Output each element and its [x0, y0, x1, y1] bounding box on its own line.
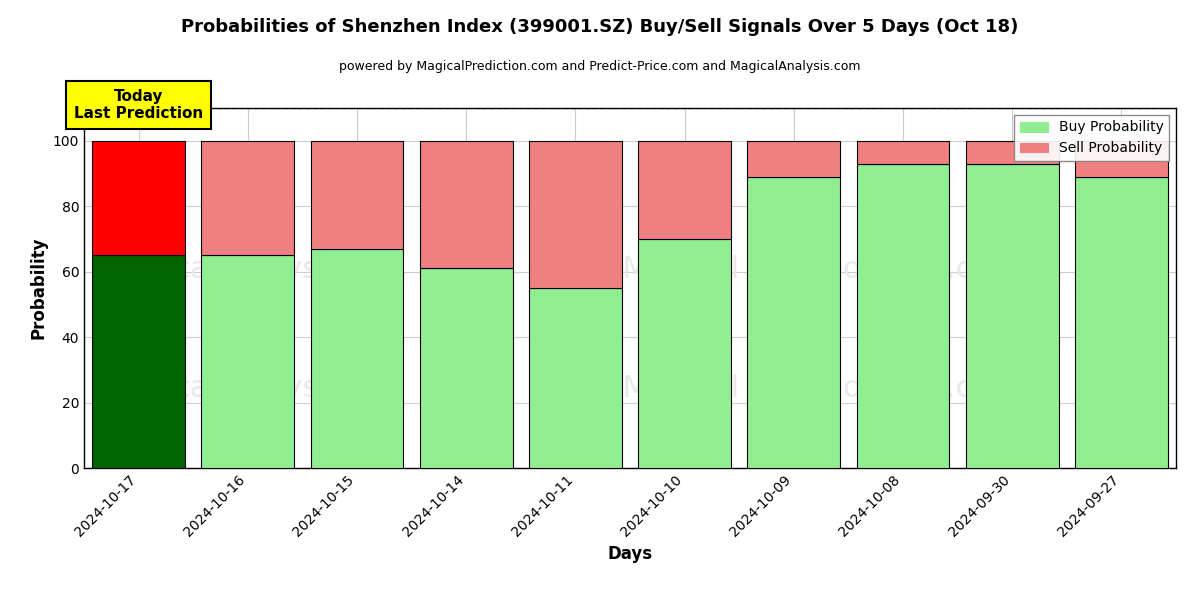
- Bar: [529, 141, 622, 288]
- Text: calAnalysis.co: calAnalysis.co: [173, 256, 388, 284]
- Bar: [1075, 141, 1168, 177]
- Bar: [202, 141, 294, 255]
- Bar: [202, 255, 294, 468]
- X-axis label: Days: Days: [607, 545, 653, 563]
- Bar: [966, 164, 1058, 468]
- Bar: [857, 141, 949, 164]
- Bar: [529, 288, 622, 468]
- Bar: [638, 239, 731, 468]
- Text: calAnalysis.co: calAnalysis.co: [173, 374, 388, 403]
- Bar: [311, 249, 403, 468]
- Text: Probabilities of Shenzhen Index (399001.SZ) Buy/Sell Signals Over 5 Days (Oct 18: Probabilities of Shenzhen Index (399001.…: [181, 18, 1019, 36]
- Bar: [748, 141, 840, 177]
- Bar: [92, 255, 185, 468]
- Bar: [638, 141, 731, 239]
- Bar: [92, 141, 185, 255]
- Text: n    Magical: n Magical: [564, 374, 739, 403]
- Bar: [857, 164, 949, 468]
- Legend: Buy Probability, Sell Probability: Buy Probability, Sell Probability: [1014, 115, 1169, 161]
- Bar: [420, 268, 512, 468]
- Bar: [748, 177, 840, 468]
- Text: lPrediction.com: lPrediction.com: [786, 256, 1020, 284]
- Bar: [311, 141, 403, 249]
- Text: lPrediction.com: lPrediction.com: [786, 374, 1020, 403]
- Bar: [966, 141, 1058, 164]
- Bar: [1075, 177, 1168, 468]
- Text: Today
Last Prediction: Today Last Prediction: [74, 89, 203, 121]
- Text: powered by MagicalPrediction.com and Predict-Price.com and MagicalAnalysis.com: powered by MagicalPrediction.com and Pre…: [340, 60, 860, 73]
- Bar: [420, 141, 512, 268]
- Y-axis label: Probability: Probability: [29, 237, 47, 339]
- Text: n    Magical: n Magical: [564, 256, 739, 284]
